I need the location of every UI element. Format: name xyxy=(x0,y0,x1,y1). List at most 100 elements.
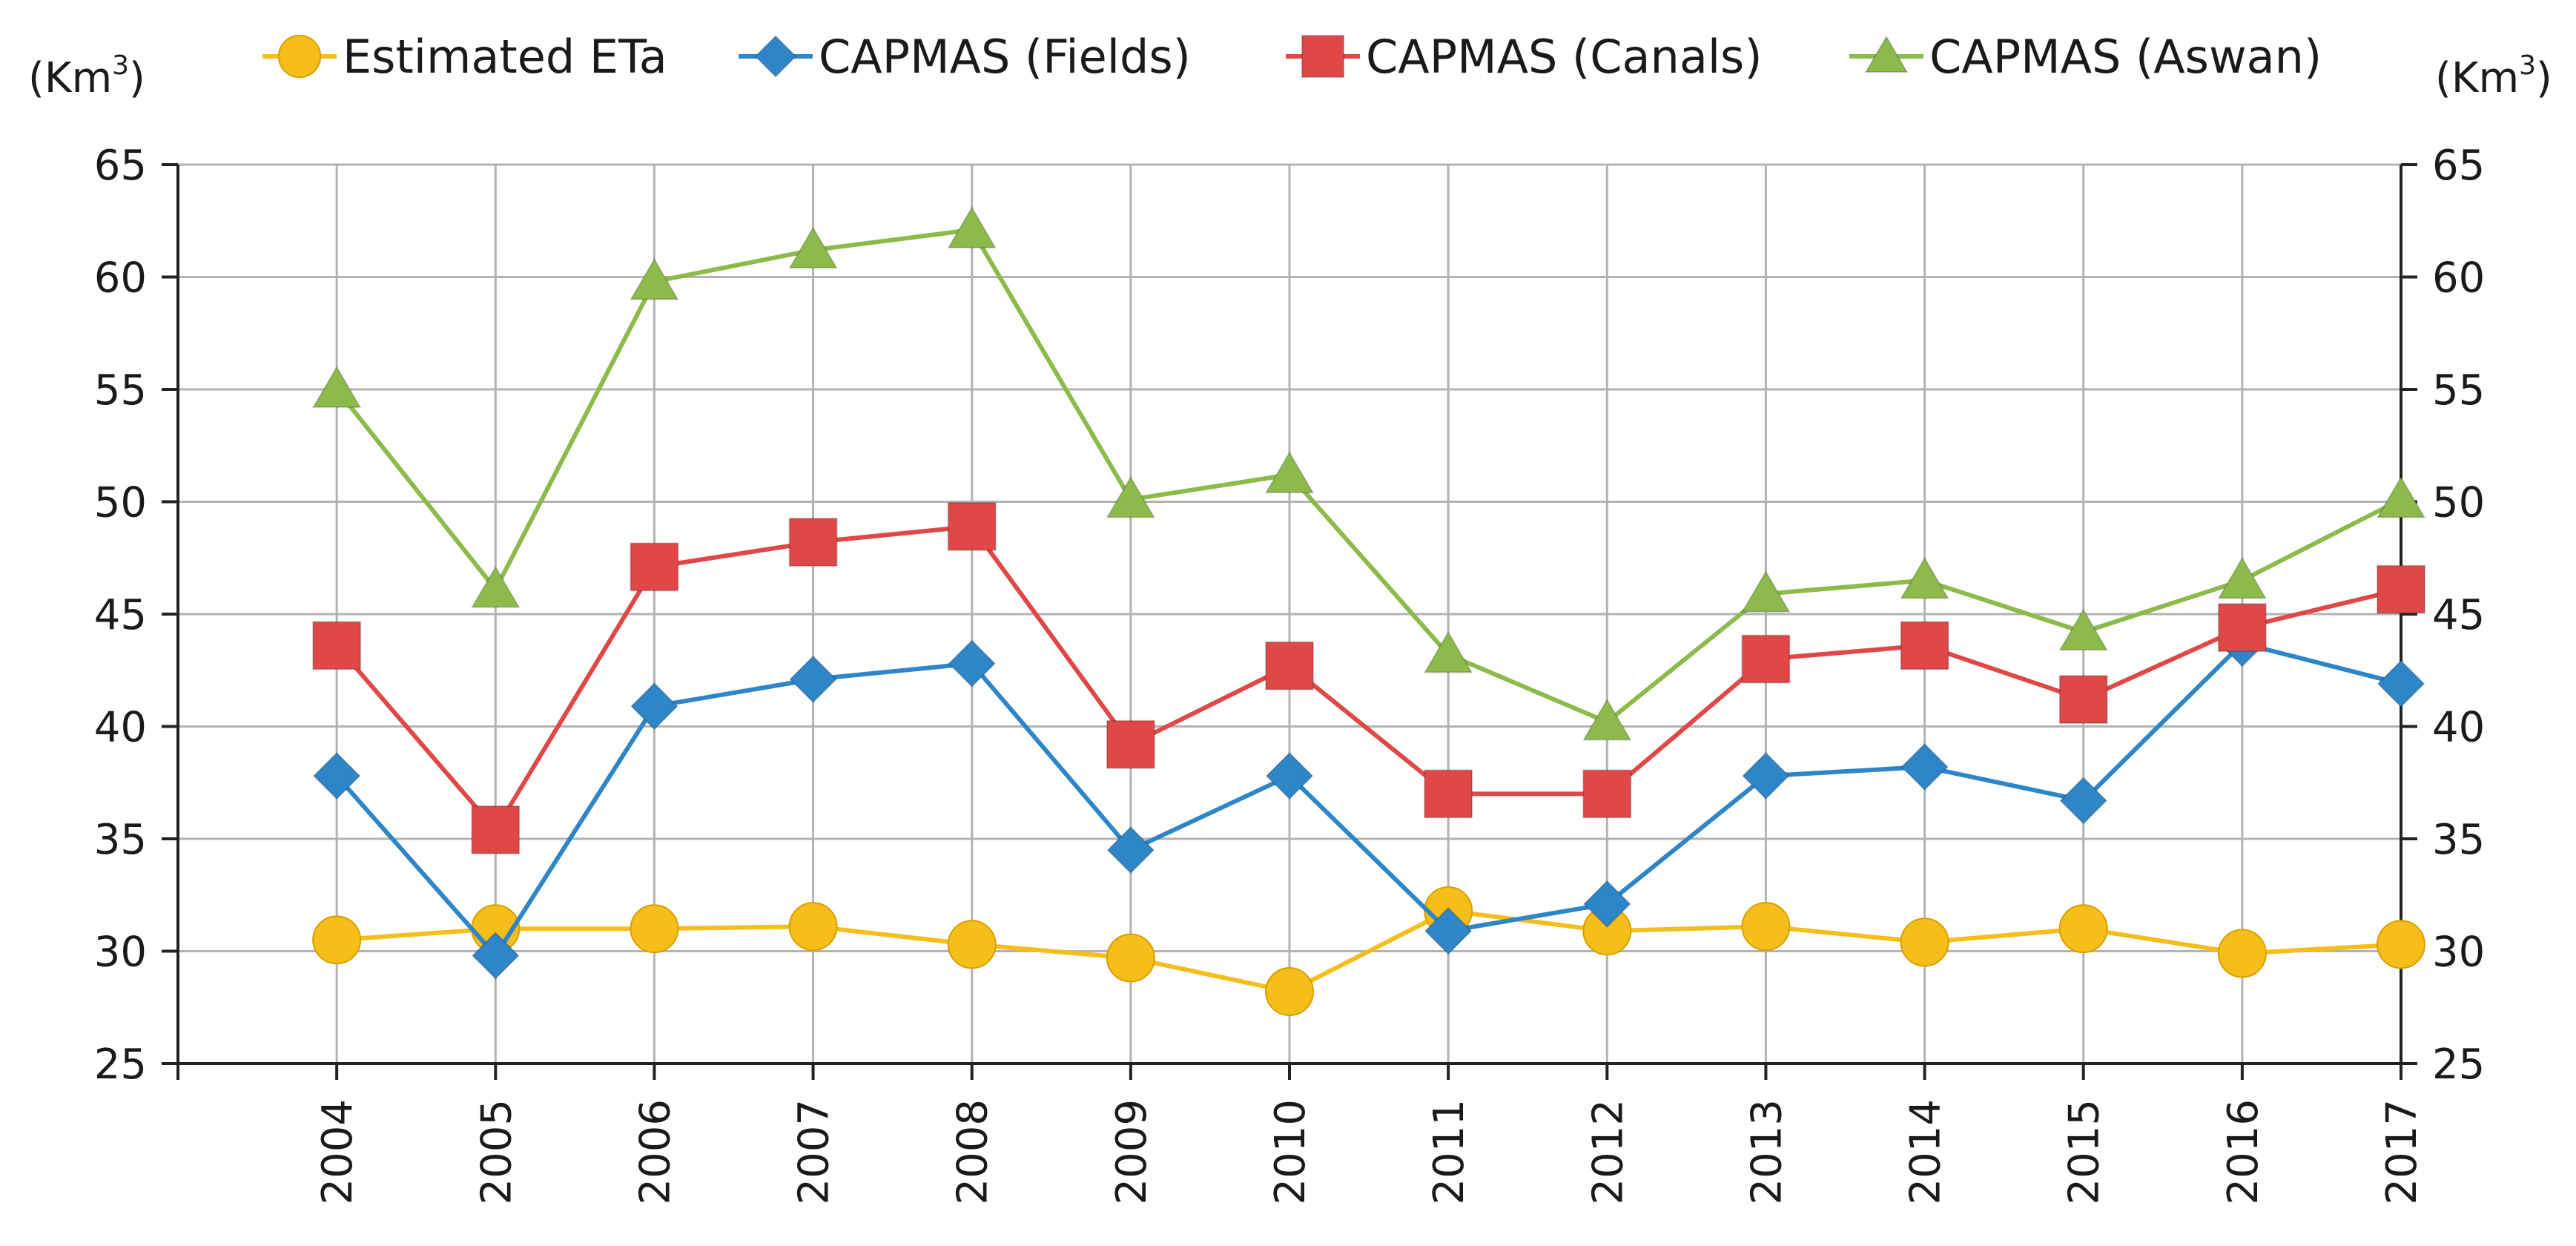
data-point xyxy=(1265,641,1314,690)
legend-label: CAPMAS (Fields) xyxy=(819,30,1191,84)
x-tick-label: 2014 xyxy=(1902,1099,1950,1205)
y-tick-label-left: 40 xyxy=(94,704,147,752)
series-line xyxy=(334,227,2402,725)
legend-marker xyxy=(1864,35,1909,73)
x-tick-label: 2009 xyxy=(1108,1099,1156,1205)
x-tick-label: 2005 xyxy=(472,1099,521,1205)
data-point xyxy=(1900,917,1949,967)
y-tick-label-left: 45 xyxy=(94,591,147,639)
x-tick-label: 2008 xyxy=(949,1099,997,1205)
legend-marker xyxy=(1301,34,1345,79)
data-point xyxy=(1900,556,1949,599)
legend-entry: CAPMAS (Aswan) xyxy=(1849,30,2322,84)
legend-entry: Estimated ETa xyxy=(262,30,667,84)
data-point xyxy=(2059,777,2108,825)
y-tick-label-left: 60 xyxy=(94,254,147,303)
data-point xyxy=(947,205,997,248)
data-point xyxy=(1265,751,1314,800)
y-tick-label-right: 35 xyxy=(2432,816,2485,864)
data-point xyxy=(2217,556,2268,599)
data-point xyxy=(1265,967,1314,1017)
tick-labels: 25 25 30 30 35 35 40 40 45 45 50 50 55 55 60 60 65 65 2004… xyxy=(94,142,2486,1205)
x-tick-label: 2015 xyxy=(2061,1099,2109,1205)
x-tick-label: 2016 xyxy=(2219,1099,2268,1205)
data-point xyxy=(1742,751,1790,800)
y-tick-label-right: 30 xyxy=(2432,929,2485,977)
y-unit-label-right: (Km3) xyxy=(2435,50,2552,102)
legend-label: CAPMAS (Canals) xyxy=(1366,30,1763,84)
data-point xyxy=(2058,675,2108,725)
y-tick-label-right: 40 xyxy=(2432,704,2485,752)
data-point xyxy=(2058,608,2108,651)
series-line xyxy=(334,641,2402,958)
x-tick-label: 2011 xyxy=(1425,1099,1473,1205)
data-point xyxy=(630,542,679,592)
series-line xyxy=(336,908,2402,995)
y-tick-label-right: 60 xyxy=(2432,254,2485,303)
y-tick-label-right: 50 xyxy=(2432,479,2485,527)
axes xyxy=(162,163,2417,1080)
y-tick-label-right: 25 xyxy=(2432,1041,2485,1089)
data-point xyxy=(1106,719,1155,769)
legend-label: CAPMAS (Aswan) xyxy=(1929,30,2322,84)
data-point xyxy=(311,366,362,408)
x-tick-label: 2017 xyxy=(2378,1099,2426,1205)
data-point xyxy=(948,639,997,688)
data-point xyxy=(2377,920,2425,969)
x-tick-label: 2004 xyxy=(314,1099,362,1205)
data-point xyxy=(2377,564,2425,614)
data-point xyxy=(1900,621,1949,670)
data-point xyxy=(471,565,521,608)
data-point xyxy=(2058,904,2108,954)
y-tick-label-left: 25 xyxy=(94,1041,147,1089)
legend-label: Estimated ETa xyxy=(343,30,667,84)
y-tick-label-left: 65 xyxy=(94,142,147,190)
x-tick-label: 2013 xyxy=(1743,1099,1791,1205)
series-line xyxy=(334,524,2402,832)
series-capmas-canals xyxy=(312,501,2425,854)
data-point xyxy=(789,655,837,704)
series-lines xyxy=(311,205,2426,1017)
data-point xyxy=(312,621,362,670)
legend-entry: CAPMAS (Fields) xyxy=(739,30,1191,84)
data-point xyxy=(1424,906,1473,955)
data-point xyxy=(1106,475,1156,518)
data-point xyxy=(1106,933,1155,983)
data-point xyxy=(2217,603,2267,653)
y-tick-label-right: 55 xyxy=(2432,366,2485,415)
unit-labels: (Km3) (Km3) xyxy=(28,50,2552,102)
data-point xyxy=(312,915,362,965)
x-tick-label: 2010 xyxy=(1266,1099,1315,1205)
legend-marker xyxy=(754,35,797,78)
data-point xyxy=(2377,659,2425,708)
data-point xyxy=(2376,475,2426,518)
y-tick-label-left: 50 xyxy=(94,479,147,527)
data-point xyxy=(788,518,838,567)
y-tick-label-right: 65 xyxy=(2432,142,2485,190)
legend-entry: CAPMAS (Canals) xyxy=(1286,30,1763,84)
data-point xyxy=(471,805,521,854)
y-tick-label-right: 45 xyxy=(2432,591,2485,639)
y-unit-label-left: (Km3) xyxy=(28,50,145,102)
y-tick-label-left: 55 xyxy=(94,366,147,415)
y-tick-label-left: 30 xyxy=(94,929,147,977)
series-capmas-aswan xyxy=(311,205,2426,741)
data-point xyxy=(1106,825,1155,874)
x-tick-label: 2007 xyxy=(790,1099,839,1205)
data-point xyxy=(312,751,361,800)
x-tick-label: 2006 xyxy=(631,1099,679,1205)
data-point xyxy=(1582,769,1632,819)
legend: Estimated ETa CAPMAS (Fields) CAPMAS (Cana… xyxy=(262,30,2322,84)
data-point xyxy=(630,682,678,731)
data-point xyxy=(788,902,838,952)
data-point xyxy=(630,904,679,954)
data-point xyxy=(1741,634,1791,684)
y-tick-label-left: 35 xyxy=(94,816,147,864)
data-point xyxy=(1424,769,1473,819)
data-point xyxy=(1582,880,1631,929)
data-point xyxy=(1582,698,1632,741)
data-point xyxy=(2217,929,2267,978)
data-point xyxy=(471,932,520,980)
data-point xyxy=(1741,570,1791,613)
